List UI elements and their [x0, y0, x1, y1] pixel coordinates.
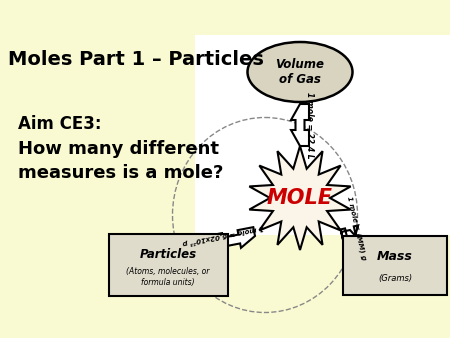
Text: (Grams): (Grams)	[378, 274, 412, 284]
Text: MOLE: MOLE	[267, 188, 333, 208]
Text: 1 mole = 22.4 L: 1 mole = 22.4 L	[305, 92, 314, 158]
Text: How many different
measures is a mole?: How many different measures is a mole?	[18, 140, 223, 182]
Text: Volume
of Gas: Volume of Gas	[275, 58, 324, 86]
FancyBboxPatch shape	[343, 236, 447, 294]
FancyBboxPatch shape	[108, 234, 228, 296]
Text: Aim CE3:: Aim CE3:	[18, 115, 102, 133]
Polygon shape	[249, 146, 351, 250]
Text: Moles Part 1 – Particles: Moles Part 1 – Particles	[8, 50, 264, 69]
Ellipse shape	[248, 42, 352, 102]
Text: 1 mole = (MM) g: 1 mole = (MM) g	[346, 196, 367, 261]
Text: (Atoms, molecules, or
formula units): (Atoms, molecules, or formula units)	[126, 267, 210, 287]
Text: Particles: Particles	[140, 248, 197, 262]
FancyBboxPatch shape	[195, 35, 450, 235]
Polygon shape	[206, 227, 255, 251]
Text: 1 mole = 6.02x10²³ p: 1 mole = 6.02x10²³ p	[182, 224, 265, 247]
Text: Mass: Mass	[377, 250, 413, 264]
Polygon shape	[341, 225, 362, 248]
Polygon shape	[291, 104, 309, 146]
